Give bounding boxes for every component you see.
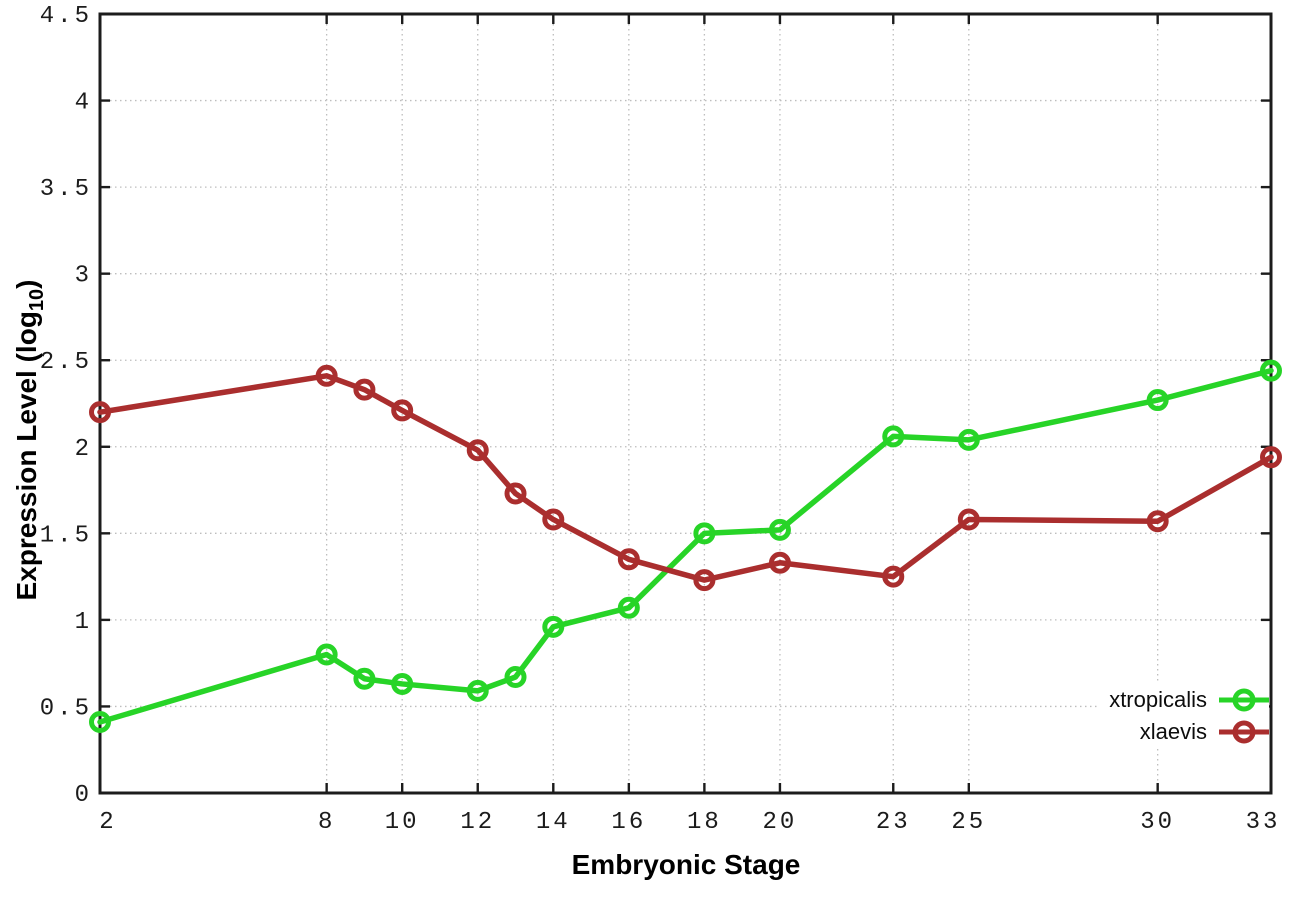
legend: xtropicalis xlaevis xyxy=(1097,684,1269,748)
y-tick-label: 0.5 xyxy=(40,695,92,722)
data-point-xtropicalis xyxy=(1146,389,1169,412)
x-tick-label: 14 xyxy=(536,809,571,836)
data-point-xtropicalis xyxy=(693,522,716,545)
data-point-xlaevis xyxy=(391,399,414,422)
data-point-xlaevis xyxy=(504,482,527,505)
data-point-xtropicalis xyxy=(504,666,527,689)
data-point-xtropicalis xyxy=(1260,359,1282,382)
y-tick-label: 3.5 xyxy=(40,176,92,203)
data-point-xtropicalis xyxy=(768,518,791,541)
legend-entry-xlaevis: xlaevis xyxy=(1140,716,1269,748)
x-tick-label: 33 xyxy=(1246,809,1281,836)
legend-circle-marker-icon xyxy=(1232,688,1256,712)
data-point-xtropicalis xyxy=(542,615,565,638)
legend-entry-xtropicalis: xtropicalis xyxy=(1109,684,1269,716)
data-point-xlaevis xyxy=(315,364,338,387)
data-point-xtropicalis xyxy=(957,428,980,451)
data-point-xlaevis xyxy=(693,569,716,592)
data-point-xtropicalis xyxy=(353,667,376,690)
data-point-xlaevis xyxy=(617,548,640,571)
x-tick-label: 16 xyxy=(611,809,646,836)
y-axis-label-subscript: 10 xyxy=(26,288,48,312)
data-point-xtropicalis xyxy=(315,643,338,666)
legend-sample-xlaevis xyxy=(1219,719,1269,745)
y-axis-label-text: Expression Level (log xyxy=(11,311,42,601)
data-point-xlaevis xyxy=(1260,446,1282,469)
x-tick-label: 25 xyxy=(951,809,986,836)
series-line-xtropicalis xyxy=(97,367,1274,725)
legend-sample-xtropicalis xyxy=(1219,687,1269,713)
data-point-xlaevis xyxy=(882,565,905,588)
data-point-xlaevis xyxy=(957,508,980,531)
data-point-xtropicalis xyxy=(89,711,111,734)
data-point-xlaevis xyxy=(466,439,489,462)
data-point-xlaevis xyxy=(89,401,111,424)
y-tick-label: 2 xyxy=(75,436,92,463)
y-tick-label: 1 xyxy=(75,609,92,636)
x-tick-label: 2 xyxy=(99,809,116,836)
y-tick-label: 1.5 xyxy=(40,522,92,549)
x-tick-label: 30 xyxy=(1140,809,1175,836)
x-tick-label: 8 xyxy=(318,809,335,836)
y-tick-label: 3 xyxy=(75,263,92,290)
legend-circle-marker-icon xyxy=(1232,720,1256,744)
data-point-xtropicalis xyxy=(391,672,414,695)
y-tick-label: 0 xyxy=(75,782,92,809)
data-point-xlaevis xyxy=(1146,510,1169,533)
y-tick-label: 4 xyxy=(75,90,92,117)
data-point-xtropicalis xyxy=(882,425,905,448)
legend-label-xtropicalis: xtropicalis xyxy=(1109,687,1207,712)
legend-label-xlaevis: xlaevis xyxy=(1139,719,1207,744)
y-axis-label: Expression Level (log10) xyxy=(11,280,49,601)
data-point-xtropicalis xyxy=(466,679,489,702)
x-axis-label: Embryonic Stage xyxy=(571,849,801,880)
plot-border xyxy=(98,12,1273,795)
data-point-xlaevis xyxy=(542,508,565,531)
x-tick-label: 10 xyxy=(385,809,420,836)
x-tick-label: 18 xyxy=(687,809,722,836)
y-tick-label: 4.5 xyxy=(40,3,92,30)
y-axis-label-suffix: ) xyxy=(11,279,42,289)
y-tick-label: 2.5 xyxy=(40,349,92,376)
x-tick-label: 12 xyxy=(460,809,495,836)
x-tick-label: 20 xyxy=(763,809,798,836)
x-tick-label: 23 xyxy=(876,809,911,836)
data-point-xlaevis xyxy=(353,378,376,401)
data-point-xtropicalis xyxy=(617,596,640,619)
data-point-xlaevis xyxy=(768,551,791,574)
